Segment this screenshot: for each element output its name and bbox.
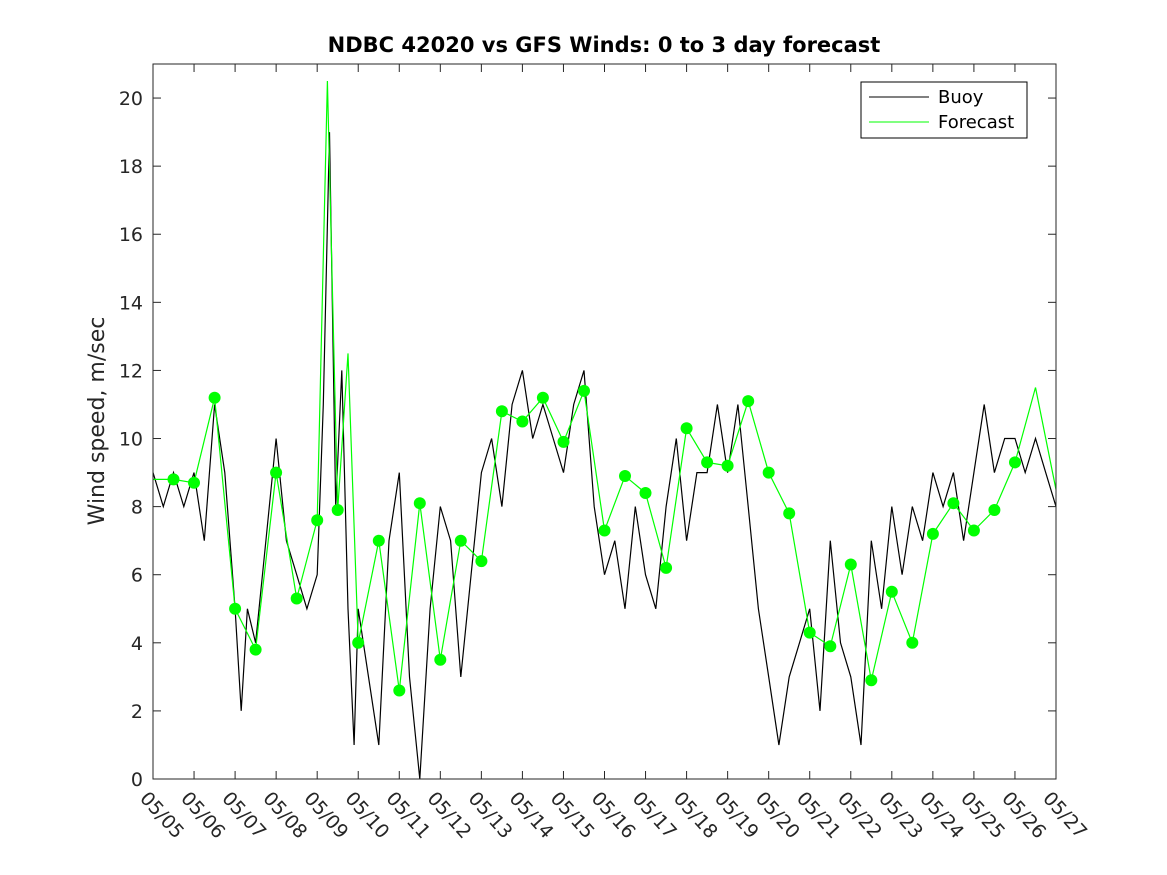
y-tick-label: 18	[119, 156, 143, 178]
forecast-marker	[167, 473, 180, 486]
forecast-marker	[536, 391, 549, 404]
legend: Buoy Forecast	[860, 81, 1028, 139]
forecast-markers	[167, 384, 1021, 697]
forecast-marker	[660, 561, 673, 574]
chart-title: NDBC 42020 vs GFS Winds: 0 to 3 day fore…	[328, 33, 881, 57]
forecast-marker	[393, 684, 406, 697]
forecast-marker	[680, 422, 693, 435]
y-axis-ticks: 0 2 4 6 8 10 12 14 16 18 20	[119, 88, 1056, 791]
forecast-marker	[803, 626, 816, 639]
forecast-marker	[578, 384, 590, 397]
y-tick-label: 12	[119, 360, 143, 382]
forecast-marker	[331, 504, 344, 516]
y-tick-label: 16	[119, 224, 143, 246]
forecast-marker	[495, 405, 508, 418]
forecast-marker	[762, 466, 775, 479]
y-tick-label: 14	[119, 292, 143, 314]
forecast-marker	[865, 674, 878, 687]
forecast-marker	[844, 558, 857, 571]
forecast-marker	[454, 534, 467, 547]
forecast-marker	[311, 514, 324, 527]
y-axis-label: Wind speed, m/sec	[85, 317, 110, 526]
forecast-marker	[557, 435, 570, 448]
forecast-marker	[947, 497, 960, 510]
forecast-marker	[229, 602, 242, 615]
y-tick-label: 10	[119, 429, 143, 451]
forecast-marker	[783, 507, 796, 520]
forecast-marker	[249, 643, 262, 656]
forecast-marker	[372, 534, 385, 547]
forecast-marker	[598, 524, 611, 537]
legend-forecast-label: Forecast	[938, 112, 1014, 133]
y-tick-label: 4	[131, 633, 143, 655]
forecast-marker	[885, 585, 898, 598]
y-tick-label: 20	[119, 88, 143, 110]
forecast-marker	[516, 415, 529, 428]
y-tick-label: 8	[131, 497, 143, 519]
forecast-marker	[434, 653, 447, 666]
legend-box	[860, 81, 1028, 139]
forecast-marker	[1009, 456, 1021, 469]
forecast-marker	[926, 527, 939, 540]
forecast-marker	[988, 504, 1001, 516]
forecast-marker	[639, 487, 652, 499]
forecast-marker	[619, 470, 631, 482]
forecast-marker	[742, 395, 755, 408]
forecast-marker	[208, 391, 221, 404]
legend-buoy-label: Buoy	[938, 87, 984, 108]
forecast-marker	[270, 466, 283, 479]
forecast-marker	[721, 459, 734, 472]
forecast-marker	[475, 555, 488, 568]
forecast-marker	[290, 592, 303, 605]
forecast-marker	[352, 636, 365, 649]
plot-area	[152, 63, 1057, 780]
y-tick-label: 2	[131, 701, 143, 723]
forecast-marker	[413, 497, 426, 510]
forecast-marker	[824, 640, 837, 653]
y-tick-label: 6	[131, 565, 143, 587]
y-tick-label: 0	[131, 769, 143, 791]
forecast-marker	[906, 636, 919, 649]
forecast-marker	[188, 476, 200, 489]
forecast-marker	[701, 456, 714, 469]
forecast-marker	[967, 524, 980, 537]
